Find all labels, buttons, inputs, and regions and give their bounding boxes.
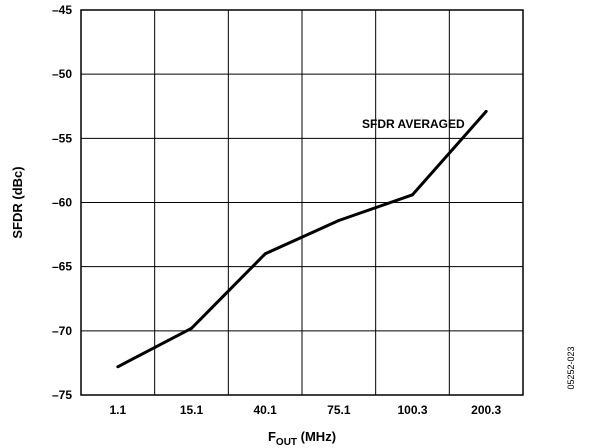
x-axis-title-suffix: (MHz) [297,429,336,444]
x-tick-label: 100.3 [397,403,427,417]
y-tick-label: –60 [52,196,72,210]
y-tick-labels: –45 –50 –55 –60 –65 –70 –75 [52,3,72,402]
x-tick-label: 200.3 [471,403,501,417]
x-tick-labels: 1.1 15.1 40.1 75.1 100.3 200.3 [109,403,501,417]
y-tick-label: –50 [52,67,72,81]
data-point [116,365,120,369]
x-tick-label: 1.1 [109,403,126,417]
y-tick-label: –65 [52,260,72,274]
y-tick-label: –75 [52,388,72,402]
x-tick-label: 75.1 [327,403,351,417]
series-line-sfdr-averaged [117,110,488,369]
data-point [484,109,488,113]
data-point [190,326,193,330]
data-point [337,218,341,222]
figure-id: 05252-023 [566,346,576,389]
data-point [411,193,414,197]
y-tick-label: –55 [52,131,72,145]
series-annotation: SFDR AVERAGED [362,117,465,131]
x-tick-label: 40.1 [253,403,277,417]
x-axis-title-main: F [268,429,276,444]
data-points [116,109,488,369]
plot-area-border [80,9,524,396]
x-axis-title: FOUT (MHz) [268,429,336,448]
grid-lines [81,9,523,396]
x-axis-title-subscript: OUT [276,437,297,448]
data-point [263,252,267,256]
y-axis-title: SFDR (dBc) [10,166,25,238]
y-tick-label: –45 [52,3,72,17]
y-tick-label: –70 [52,324,72,338]
x-tick-label: 15.1 [180,403,204,417]
